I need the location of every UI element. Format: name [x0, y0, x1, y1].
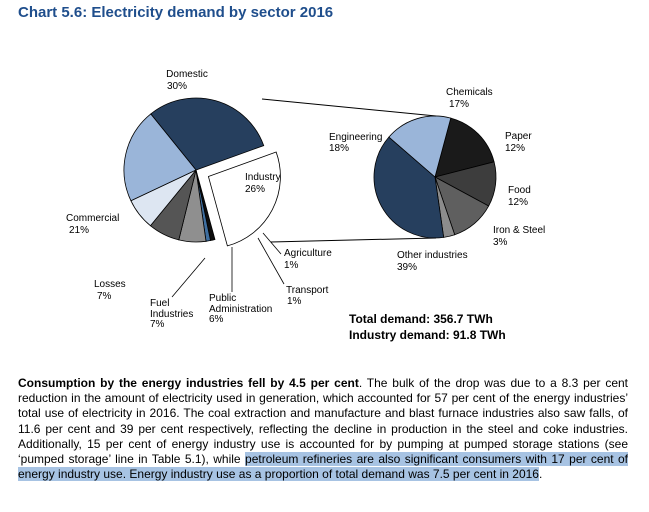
- value-transport: 1%: [287, 296, 302, 307]
- pie-slice-engineering: [388, 115, 452, 178]
- label-public-administration-line2: Administration: [209, 304, 272, 315]
- label-agriculture: Agriculture: [284, 248, 332, 259]
- connector-line-bottom: [270, 237, 437, 243]
- connector-line-top: [261, 98, 437, 117]
- leader-line-transport: [257, 237, 285, 285]
- label-food: Food: [508, 185, 531, 196]
- pie-slice-domestic: [150, 97, 265, 171]
- label-other-industries: Other industries: [397, 250, 468, 261]
- label-engineering: Engineering: [329, 132, 382, 143]
- label-iron-steel: Iron & Steel: [493, 225, 545, 236]
- value-other-industries: 39%: [397, 262, 417, 273]
- value-commercial: 21%: [69, 225, 89, 236]
- main-pie: [123, 97, 281, 247]
- value-food: 12%: [508, 197, 528, 208]
- label-public-administration-line1: Public: [209, 293, 236, 304]
- label-domestic: Domestic: [166, 69, 208, 80]
- value-public-administration: 6%: [209, 314, 224, 325]
- label-chemicals: Chemicals: [446, 87, 493, 98]
- label-commercial: Commercial: [66, 213, 119, 224]
- chart-figure: Domestic 30% Industry 26% Agriculture 1%…: [66, 69, 545, 342]
- pie-slice-industry: [207, 151, 281, 247]
- paragraph-lead: Consumption by the energy industries fel…: [18, 376, 359, 390]
- label-fuel-industries-line2: Industries: [150, 309, 193, 320]
- pie-slice-commercial: [123, 113, 197, 202]
- label-losses: Losses: [94, 279, 126, 290]
- leader-line-fuel-industries: [171, 257, 206, 298]
- total-demand: Total demand: 356.7 TWh: [349, 312, 493, 326]
- value-fuel-industries: 7%: [150, 319, 165, 330]
- value-industry: 26%: [245, 184, 265, 195]
- value-domestic: 30%: [167, 81, 187, 92]
- leader-line-agriculture: [262, 232, 282, 255]
- pie-slice-chemicals: [434, 117, 495, 178]
- label-paper: Paper: [505, 131, 532, 142]
- value-iron-steel: 3%: [493, 237, 508, 248]
- value-chemicals: 17%: [449, 99, 469, 110]
- body-paragraph: Consumption by the energy industries fel…: [18, 376, 629, 482]
- value-agriculture: 1%: [284, 260, 299, 271]
- value-losses: 7%: [97, 291, 112, 302]
- paragraph-end: .: [538, 467, 543, 482]
- label-fuel-industries-line1: Fuel: [150, 298, 169, 309]
- value-engineering: 18%: [329, 143, 349, 154]
- chart-title: Chart 5.6: Electricity demand by sector …: [18, 4, 334, 21]
- pie-slice-other-industries: [373, 136, 445, 239]
- industry-pie: [373, 115, 497, 239]
- label-transport: Transport: [286, 285, 329, 296]
- paragraph-body: . The bulk of the drop was due to a 8.3 …: [18, 376, 628, 467]
- label-industry: Industry: [245, 172, 281, 183]
- value-paper: 12%: [505, 143, 525, 154]
- industry-demand: Industry demand: 91.8 TWh: [349, 328, 506, 342]
